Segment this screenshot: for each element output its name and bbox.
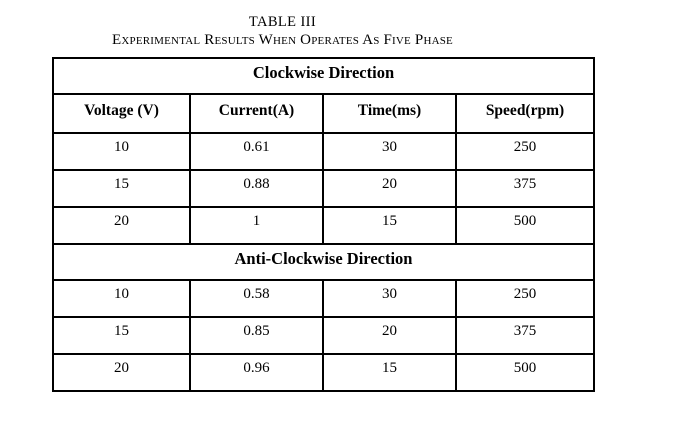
cell-voltage: 15 xyxy=(52,169,191,208)
table-caption: TABLE III Experimental Results When Oper… xyxy=(0,13,565,50)
section-row-clockwise: Clockwise Direction xyxy=(52,57,595,95)
cell-current: 1 xyxy=(189,206,324,245)
cell-time: 30 xyxy=(322,279,457,318)
cell-current: 0.61 xyxy=(189,132,324,171)
table-row: 20 1 15 500 xyxy=(52,206,595,245)
cell-voltage: 20 xyxy=(52,206,191,245)
section-header-clockwise: Clockwise Direction xyxy=(52,57,595,95)
cell-time: 20 xyxy=(322,316,457,355)
cell-speed: 250 xyxy=(455,132,595,171)
cell-speed: 500 xyxy=(455,206,595,245)
cell-time: 15 xyxy=(322,206,457,245)
section-header-anticlockwise: Anti-Clockwise Direction xyxy=(52,243,595,281)
column-header-speed: Speed(rpm) xyxy=(455,93,595,134)
table-title: Experimental Results When Operates As Fi… xyxy=(112,32,453,49)
cell-speed: 375 xyxy=(455,316,595,355)
cell-current: 0.85 xyxy=(189,316,324,355)
table-number: TABLE III xyxy=(248,14,317,30)
cell-time: 20 xyxy=(322,169,457,208)
table-row: 15 0.85 20 375 xyxy=(52,316,595,355)
cell-speed: 375 xyxy=(455,169,595,208)
cell-current: 0.96 xyxy=(189,353,324,392)
cell-current: 0.58 xyxy=(189,279,324,318)
cell-speed: 500 xyxy=(455,353,595,392)
cell-voltage: 20 xyxy=(52,353,191,392)
table-row: 10 0.61 30 250 xyxy=(52,132,595,171)
section-row-anticlockwise: Anti-Clockwise Direction xyxy=(52,243,595,281)
cell-time: 15 xyxy=(322,353,457,392)
cell-voltage: 10 xyxy=(52,279,191,318)
cell-voltage: 15 xyxy=(52,316,191,355)
column-header-row: Voltage (V) Current(A) Time(ms) Speed(rp… xyxy=(52,93,595,134)
column-header-current: Current(A) xyxy=(189,93,324,134)
cell-time: 30 xyxy=(322,132,457,171)
cell-voltage: 10 xyxy=(52,132,191,171)
table-row: 10 0.58 30 250 xyxy=(52,279,595,318)
cell-current: 0.88 xyxy=(189,169,324,208)
table-row: 15 0.88 20 375 xyxy=(52,169,595,208)
cell-speed: 250 xyxy=(455,279,595,318)
table-row: 20 0.96 15 500 xyxy=(52,353,595,392)
column-header-voltage: Voltage (V) xyxy=(52,93,191,134)
column-header-time: Time(ms) xyxy=(322,93,457,134)
results-table: Clockwise Direction Voltage (V) Current(… xyxy=(52,57,595,392)
